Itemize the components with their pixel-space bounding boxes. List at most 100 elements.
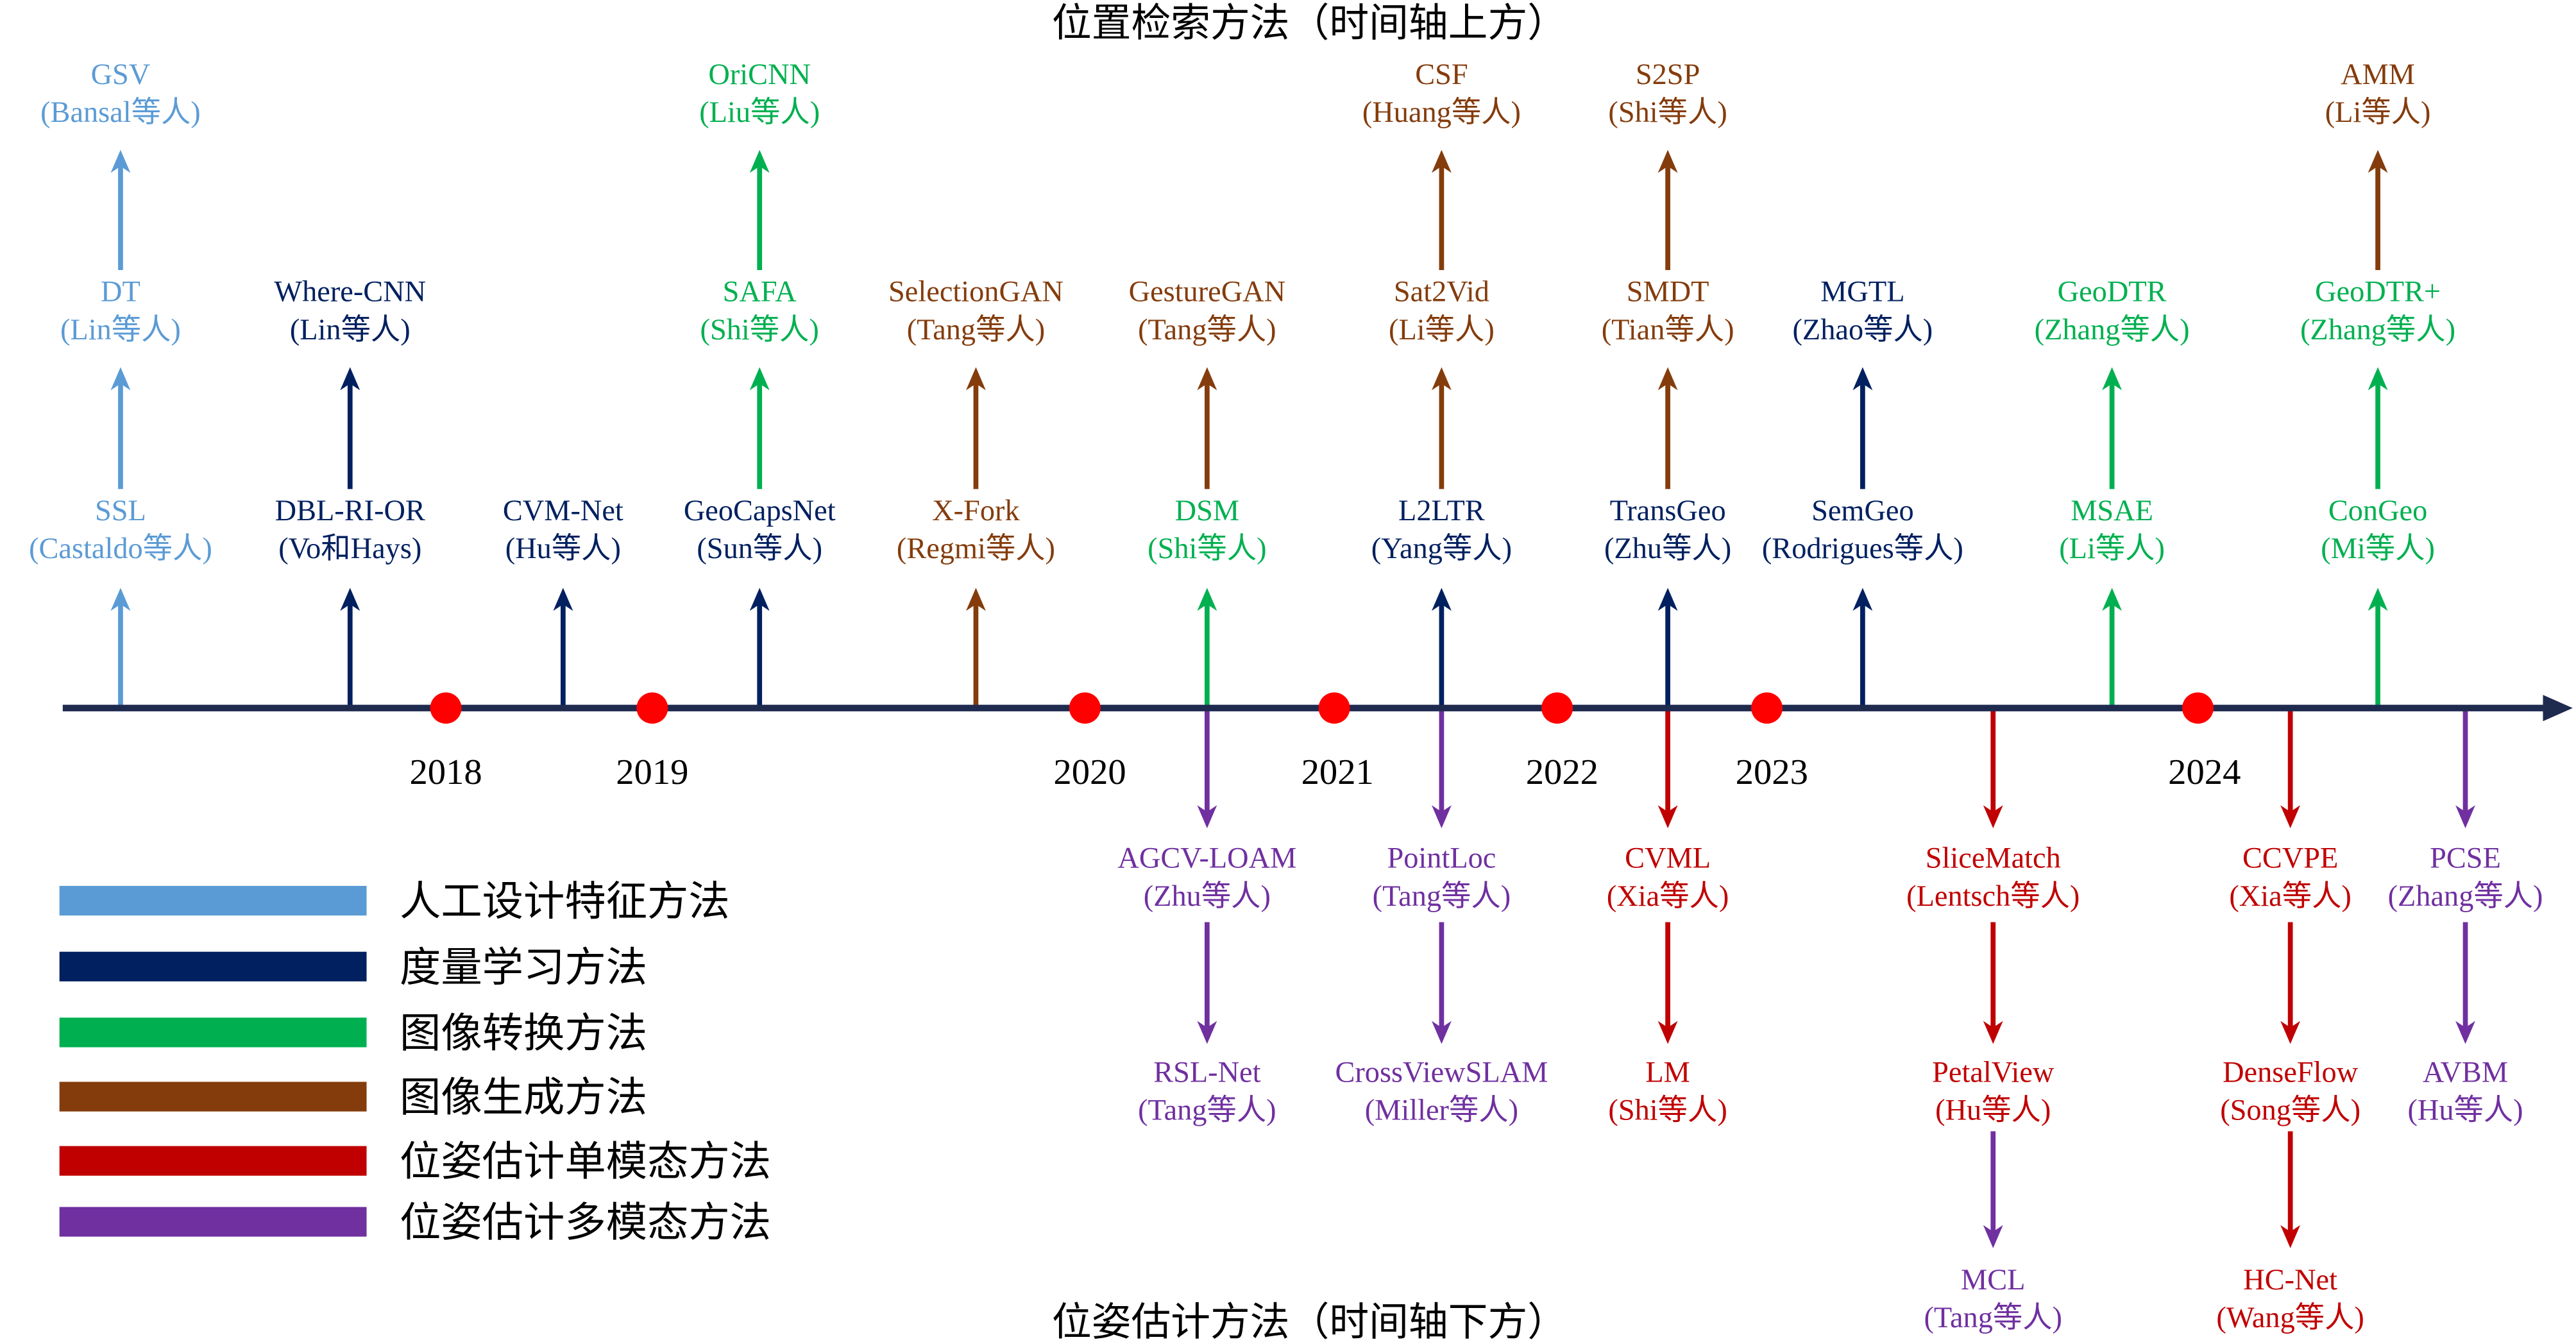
method-name: CVM-Net xyxy=(503,495,623,527)
method-dsm: DSM (Shi等人) xyxy=(1148,495,1266,565)
method-congeo: ConGeo (Mi等人) xyxy=(2321,495,2435,565)
method-oricnn: OriCNN (Liu等人) xyxy=(699,58,820,129)
method-geocapsnet: GeoCapsNet (Sun等人) xyxy=(684,495,836,565)
legend-swatch xyxy=(59,951,367,981)
method-denseflow: DenseFlow (Song等人) xyxy=(2220,1056,2360,1126)
legend-item-metric: 度量学习方法 xyxy=(59,945,647,990)
method-name: MCL xyxy=(1961,1264,2025,1296)
year-label: 2022 xyxy=(1526,752,1598,792)
year-marker xyxy=(1751,692,1783,724)
legend-item-pose-single: 位姿估计单模态方法 xyxy=(59,1139,771,1185)
method-authors: (Liu等人) xyxy=(699,96,820,129)
method-safa: SAFA (Shi等人) xyxy=(700,276,819,346)
method-name: SliceMatch xyxy=(1926,842,2061,875)
method-authors: (Mi等人) xyxy=(2321,532,2435,565)
arrow-up xyxy=(749,149,770,270)
method-csf: CSF (Huang等人) xyxy=(1362,58,1521,129)
method-name: DSM xyxy=(1175,495,1239,527)
method-l2ltr: L2LTR (Yang等人) xyxy=(1371,495,1512,565)
method-semgeo: SemGeo (Rodrigues等人) xyxy=(1762,495,1963,565)
method-authors: (Sun等人) xyxy=(697,532,822,565)
arrow-up xyxy=(1197,588,1217,708)
method-name: AVBM xyxy=(2423,1056,2508,1089)
method-authors: (Hu等人) xyxy=(505,532,621,565)
legend-item-handcrafted: 人工设计特征方法 xyxy=(59,879,730,924)
method-pcse: PCSE (Zhang等人) xyxy=(2388,842,2543,913)
method-selectiongan: SelectionGAN (Tang等人) xyxy=(888,276,1063,346)
method-authors: (Xia等人) xyxy=(2229,880,2351,913)
method-smdt: SMDT (Tian等人) xyxy=(1602,276,1734,346)
method-authors: (Li等人) xyxy=(2059,532,2165,565)
arrow-up xyxy=(749,367,770,489)
method-name: SemGeo xyxy=(1811,495,1914,527)
arrow-up xyxy=(553,588,573,708)
method-name: GeoCapsNet xyxy=(684,495,836,527)
year-label: 2024 xyxy=(2168,752,2241,792)
method-cvml: CVML (Xia等人) xyxy=(1607,842,1729,913)
method-name: HC-Net xyxy=(2243,1264,2337,1296)
method-name: CSF xyxy=(1415,58,1468,91)
method-where-cnn: Where-CNN (Lin等人) xyxy=(274,276,426,346)
method-gsv: GSV (Bansal等人) xyxy=(40,58,201,129)
method-name: CrossViewSLAM xyxy=(1335,1056,1548,1089)
axis-arrowhead xyxy=(2543,695,2573,722)
arrow-down xyxy=(1197,708,1217,829)
arrow-down xyxy=(1983,1131,2003,1248)
method-authors: (Zhang等人) xyxy=(2035,314,2190,346)
method-lm: LM (Shi等人) xyxy=(1608,1056,1727,1126)
method-s2sp: S2SP (Shi等人) xyxy=(1608,58,1727,129)
method-msae: MSAE (Li等人) xyxy=(2059,495,2165,565)
arrow-up xyxy=(110,588,131,708)
arrow-up xyxy=(749,588,770,708)
arrow-down xyxy=(2280,1131,2301,1248)
year-label: 2021 xyxy=(1301,752,1374,792)
method-name: MSAE xyxy=(2071,495,2153,527)
method-name: PCSE xyxy=(2430,842,2501,875)
method-hc-net: HC-Net (Wang等人) xyxy=(2216,1264,2364,1334)
legend-label: 度量学习方法 xyxy=(400,945,647,990)
arrow-up xyxy=(2368,588,2388,708)
arrow-up xyxy=(110,149,131,270)
arrow-down xyxy=(1657,922,1678,1044)
arrow-down xyxy=(2280,708,2301,829)
method-authors: (Regmi等人) xyxy=(897,532,1055,565)
method-avbm: AVBM (Hu等人) xyxy=(2407,1056,2523,1126)
method-name: DenseFlow xyxy=(2223,1056,2359,1089)
method-authors: (Zhu等人) xyxy=(1604,532,1731,565)
arrow-up xyxy=(110,367,131,489)
method-slicematch: SliceMatch (Lentsch等人) xyxy=(1906,842,2080,913)
method-authors: (Tang等人) xyxy=(907,314,1046,346)
method-name: SAFA xyxy=(723,276,797,309)
legend-swatch xyxy=(59,1082,367,1112)
method-authors: (Zhang等人) xyxy=(2388,880,2543,913)
method-authors: (Shi等人) xyxy=(1608,96,1727,129)
method-authors: (Tang等人) xyxy=(1373,880,1511,913)
title-pose-estimation: 位姿估计方法（时间轴下方） xyxy=(1052,1301,1567,1342)
year-marker xyxy=(636,692,668,724)
method-dt: DT (Lin等人) xyxy=(60,276,181,346)
legend-label: 图像转换方法 xyxy=(400,1011,647,1057)
legend-label: 位姿估计单模态方法 xyxy=(400,1139,771,1185)
method-authors: (Shi等人) xyxy=(1148,532,1266,565)
method-ccvpe: CCVPE (Xia等人) xyxy=(2229,842,2351,913)
method-name: RSL-Net xyxy=(1153,1056,1260,1089)
method-name: Where-CNN xyxy=(274,276,426,309)
arrow-up xyxy=(1431,588,1452,708)
legend-swatch xyxy=(59,1146,367,1176)
year-marker xyxy=(430,692,462,724)
method-name: OriCNN xyxy=(708,58,811,91)
method-authors: (Wang等人) xyxy=(2216,1302,2364,1334)
arrow-up xyxy=(1657,367,1678,489)
method-name: GeoDTR+ xyxy=(2315,276,2441,309)
method-name: SSL xyxy=(95,495,146,527)
method-agcv-loam: AGCV-LOAM (Zhu等人) xyxy=(1117,842,1296,913)
arrow-down xyxy=(2455,922,2475,1044)
legend: 人工设计特征方法度量学习方法图像转换方法图像生成方法位姿估计单模态方法位姿估计多… xyxy=(59,879,771,1246)
method-amm: AMM (Li等人) xyxy=(2325,58,2431,129)
legend-item-pose-multi: 位姿估计多模态方法 xyxy=(59,1200,771,1246)
method-geodtr-: GeoDTR+ (Zhang等人) xyxy=(2300,276,2455,346)
legend-label: 人工设计特征方法 xyxy=(400,879,730,924)
method-name: AGCV-LOAM xyxy=(1117,842,1296,875)
method-name: MGTL xyxy=(1820,276,1904,309)
method-name: DT xyxy=(101,276,140,309)
